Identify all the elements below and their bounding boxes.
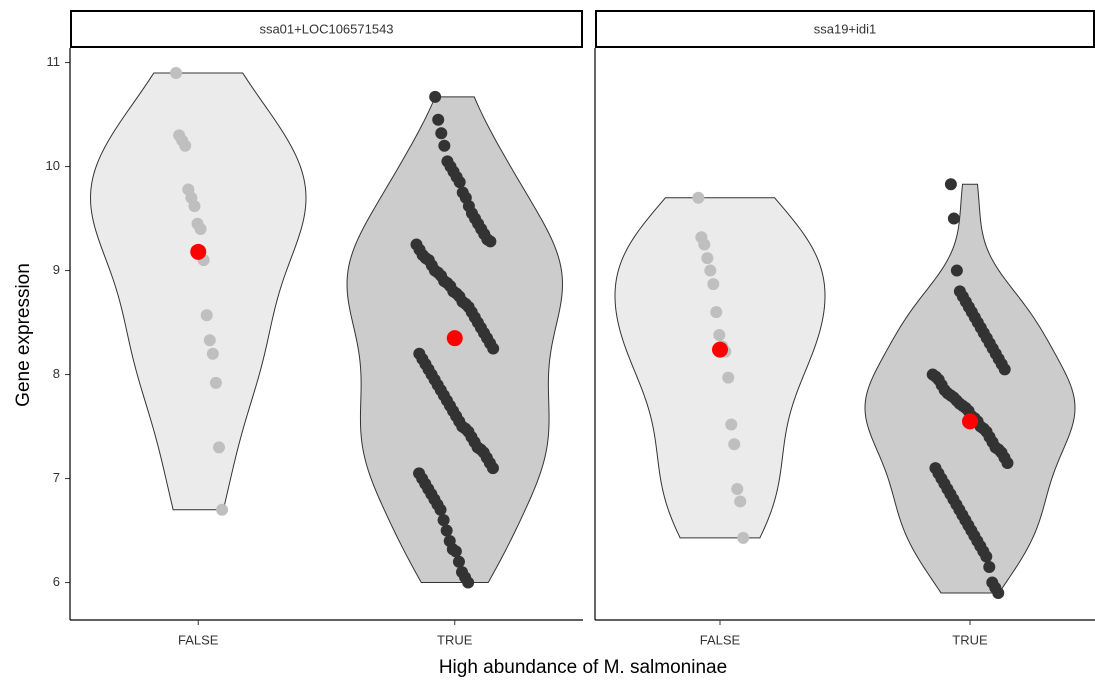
- y-tick-label: 7: [53, 470, 60, 485]
- mean-point: [962, 413, 978, 430]
- point: [194, 222, 207, 235]
- point: [734, 495, 747, 508]
- x-axis-title: High abundance of M. salmoninae: [439, 657, 727, 678]
- point: [200, 309, 213, 322]
- strip-label: ssa19+idi1: [814, 21, 877, 36]
- x-tick-label: FALSE: [700, 632, 741, 647]
- point: [209, 376, 222, 389]
- point: [435, 127, 448, 140]
- y-axis-title: Gene expression: [13, 263, 34, 407]
- point: [453, 176, 466, 189]
- point: [429, 90, 442, 103]
- point: [462, 576, 475, 589]
- strip: [595, 10, 1095, 48]
- point: [692, 191, 705, 204]
- point: [998, 363, 1011, 376]
- mean-point: [712, 341, 728, 358]
- mean-point: [446, 330, 463, 347]
- point: [710, 306, 723, 319]
- point: [725, 418, 738, 431]
- point: [722, 371, 735, 384]
- point: [432, 113, 445, 126]
- point: [944, 178, 957, 191]
- point: [737, 531, 750, 544]
- point: [437, 514, 450, 527]
- point: [438, 139, 451, 152]
- x-tick-label: FALSE: [178, 632, 219, 647]
- point: [701, 252, 714, 265]
- strip-label: ssa01+LOC106571543: [259, 21, 393, 36]
- point: [487, 342, 500, 355]
- point: [980, 550, 993, 563]
- x-tick-label: TRUE: [437, 632, 473, 647]
- y-tick-label: 10: [46, 158, 60, 173]
- x-tick-label: TRUE: [952, 632, 988, 647]
- point: [188, 200, 201, 213]
- point: [947, 212, 960, 225]
- violin: [90, 72, 307, 511]
- point: [452, 555, 465, 568]
- point: [203, 334, 216, 347]
- point: [731, 482, 744, 495]
- point: [992, 586, 1005, 599]
- point: [707, 278, 720, 291]
- point: [434, 503, 447, 516]
- y-tick-label: 9: [53, 262, 60, 277]
- violin: [614, 197, 826, 539]
- point: [484, 235, 497, 248]
- point: [713, 329, 726, 342]
- point: [179, 139, 192, 152]
- strip: [70, 10, 583, 48]
- point: [216, 503, 229, 516]
- y-tick-label: 11: [47, 54, 61, 69]
- point: [440, 524, 453, 537]
- point: [486, 462, 499, 475]
- y-tick-label: 6: [53, 574, 60, 589]
- point: [206, 347, 219, 360]
- y-tick-label: 8: [53, 366, 60, 381]
- point: [170, 66, 183, 79]
- violin: [864, 183, 1076, 594]
- point: [950, 264, 963, 277]
- point: [704, 264, 717, 277]
- point: [449, 545, 462, 558]
- point: [1001, 456, 1014, 469]
- point: [728, 438, 741, 451]
- point: [698, 238, 711, 251]
- point: [212, 441, 225, 454]
- point: [983, 560, 996, 573]
- mean-point: [190, 243, 207, 260]
